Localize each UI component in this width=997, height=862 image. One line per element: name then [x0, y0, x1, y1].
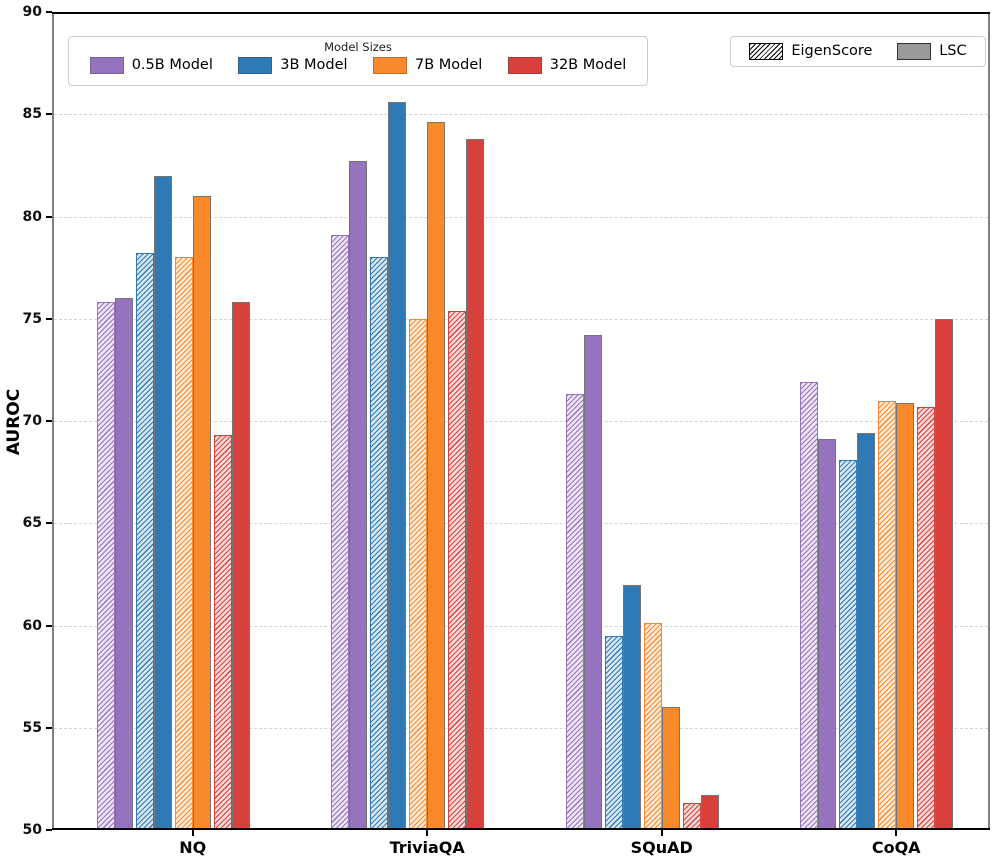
bar-nq-3b-model-lsc [153, 175, 172, 830]
bar-triviaqa-3b-model-lsc [388, 101, 407, 830]
bar-coqa-7b-model-lsc [896, 402, 915, 830]
y-tick-mark-60 [46, 624, 52, 627]
legend-item-0-5b-model: 0.5B Model [89, 57, 213, 74]
legend-label-7b-model: 7B Model [415, 57, 483, 74]
right-spine [988, 12, 990, 830]
bar-triviaqa-7b-model-lsc [427, 122, 446, 830]
bar-triviaqa-32b-model-lsc [466, 138, 485, 830]
top-spine [52, 12, 990, 14]
legend-label-eigenscore: EigenScore [791, 43, 873, 60]
legend-methods: EigenScore LSC [730, 36, 986, 67]
x-tick-mark-nq [191, 830, 194, 836]
bar-coqa-0-5b-model-eigenscore [800, 382, 819, 830]
bar-nq-32b-model-eigenscore [213, 435, 232, 830]
legend-item-lsc: LSC [897, 43, 967, 60]
legend-item-7b-model: 7B Model [373, 57, 482, 74]
bar-coqa-32b-model-eigenscore [917, 406, 936, 830]
y-tick-mark-65 [46, 522, 52, 525]
bar-triviaqa-7b-model-eigenscore [409, 318, 428, 830]
bar-squad-3b-model-lsc [622, 584, 641, 830]
y-tick-mark-85 [46, 113, 52, 116]
bar-squad-32b-model-eigenscore [682, 803, 701, 830]
gridline-85 [54, 114, 988, 116]
y-tick-label-60: 60 [22, 617, 42, 634]
bar-nq-0-5b-model-eigenscore [96, 302, 115, 830]
gridline-65 [54, 523, 988, 525]
bar-nq-7b-model-eigenscore [174, 257, 193, 830]
y-tick-label-75: 75 [22, 310, 42, 327]
x-tick-mark-triviaqa [426, 830, 429, 836]
bar-triviaqa-3b-model-eigenscore [370, 257, 389, 830]
bar-nq-3b-model-eigenscore [135, 253, 154, 830]
legend-model-sizes-items: 0.5B Model 3B Model 7B Model 32B Model [77, 57, 639, 74]
bar-squad-32b-model-lsc [700, 795, 719, 830]
x-tick-label-coqa: CoQA [871, 838, 921, 857]
legend-swatch-7b-model [373, 57, 407, 74]
bar-triviaqa-0-5b-model-eigenscore [331, 234, 350, 830]
legend-swatch-eigenscore [749, 43, 784, 60]
x-tick-label-nq: NQ [179, 838, 207, 857]
gridline-60 [54, 625, 988, 627]
legend-model-sizes: Model Sizes 0.5B Model 3B Model 7B Model 32… [68, 36, 648, 86]
y-tick-mark-55 [46, 726, 52, 729]
bar-squad-7b-model-eigenscore [643, 623, 662, 830]
gridline-75 [54, 318, 988, 320]
bar-squad-0-5b-model-lsc [583, 335, 602, 830]
legend-label-lsc: LSC [939, 43, 967, 60]
legend-swatch-lsc [897, 43, 932, 60]
bar-triviaqa-0-5b-model-lsc [349, 161, 368, 830]
y-tick-label-70: 70 [22, 413, 42, 429]
bar-coqa-32b-model-lsc [935, 318, 954, 830]
x-tick-mark-coqa [895, 830, 898, 836]
legend-item-eigenscore: EigenScore [749, 43, 872, 60]
bottom-spine [52, 828, 990, 830]
gridline-70 [54, 421, 988, 422]
y-tick-mark-80 [46, 215, 52, 218]
x-tick-label-squad: SQuAD [630, 838, 693, 857]
bar-triviaqa-32b-model-eigenscore [448, 310, 467, 830]
bar-coqa-7b-model-eigenscore [878, 400, 897, 830]
legend-swatch-0-5b-model [89, 57, 124, 74]
bar-squad-3b-model-eigenscore [604, 635, 623, 830]
bar-squad-0-5b-model-eigenscore [565, 394, 584, 830]
bar-squad-7b-model-lsc [661, 707, 680, 830]
y-tick-mark-70 [46, 420, 52, 422]
bar-nq-32b-model-lsc [231, 302, 250, 830]
y-tick-mark-75 [46, 317, 52, 320]
legend-item-32b-model: 32B Model [507, 57, 627, 74]
legend-model-sizes-title: Model Sizes [324, 40, 392, 54]
x-tick-label-triviaqa: TriviaQA [389, 838, 465, 857]
legend-label-0-5b-model: 0.5B Model [131, 57, 213, 74]
bar-nq-0-5b-model-lsc [114, 298, 133, 830]
gridline-55 [54, 727, 988, 729]
y-tick-label-85: 85 [22, 106, 42, 123]
bar-coqa-3b-model-eigenscore [839, 459, 858, 830]
y-tick-label-80: 80 [22, 208, 42, 225]
legend-label-32b-model: 32B Model [549, 57, 627, 74]
plot-area: Model Sizes 0.5B Model 3B Model 7B Model 32… [52, 12, 990, 830]
bar-coqa-3b-model-lsc [857, 433, 876, 830]
y-tick-mark-50 [46, 829, 52, 831]
y-tick-label-50: 50 [22, 822, 42, 838]
left-spine [52, 12, 54, 830]
y-tick-label-65: 65 [22, 515, 42, 532]
legend-swatch-3b-model [238, 57, 273, 74]
x-tick-mark-squad [660, 830, 663, 836]
legend-label-3b-model: 3B Model [280, 57, 348, 74]
y-tick-label-55: 55 [22, 719, 42, 736]
bar-coqa-0-5b-model-lsc [818, 439, 837, 830]
legend-item-3b-model: 3B Model [238, 57, 348, 74]
y-tick-mark-90 [46, 11, 52, 13]
legend-swatch-32b-model [507, 57, 542, 74]
gridline-80 [54, 216, 988, 218]
y-tick-label-90: 90 [22, 4, 42, 20]
bar-nq-7b-model-lsc [192, 196, 211, 830]
